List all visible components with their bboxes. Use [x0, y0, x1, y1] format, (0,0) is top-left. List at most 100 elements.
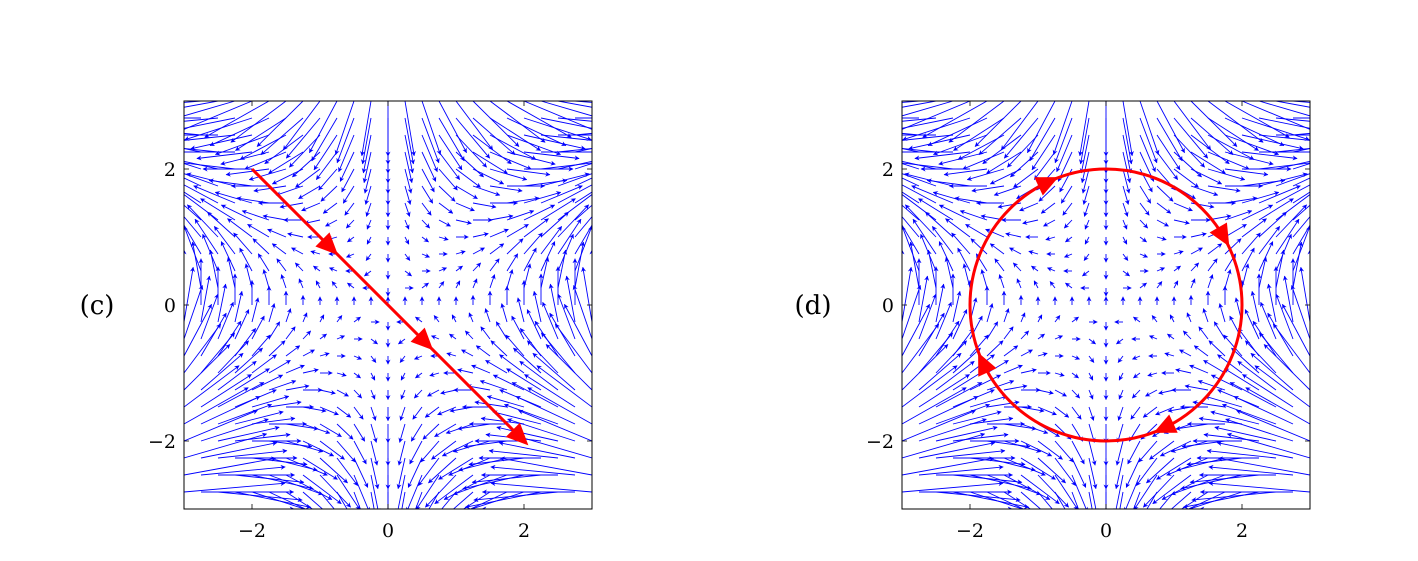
field-arrow — [944, 256, 954, 289]
field-arrow — [217, 403, 273, 425]
field-arrow — [320, 185, 338, 202]
field-arrow — [1210, 374, 1243, 391]
field-arrow — [1224, 101, 1290, 138]
field-arrow — [1151, 315, 1158, 323]
field-arrow — [1118, 372, 1124, 381]
field-arrow — [1190, 168, 1223, 185]
field-arrow — [1190, 232, 1207, 238]
field-arrow — [455, 101, 494, 151]
field-arrow — [315, 151, 338, 180]
field-arrow — [1275, 184, 1310, 204]
field-arrow — [523, 204, 556, 221]
field-arrow — [1003, 423, 1037, 431]
field-arrow — [1245, 387, 1310, 425]
field-arrow — [1210, 410, 1260, 425]
field-arrow — [918, 374, 970, 408]
field-arrow — [285, 457, 328, 476]
field-arrow — [540, 241, 556, 272]
field-arrow — [1003, 474, 1051, 500]
field-arrow — [406, 474, 423, 509]
field-arrow — [1175, 368, 1192, 374]
field-arrow — [404, 117, 416, 165]
field-arrow — [591, 219, 592, 220]
field-arrow — [919, 508, 925, 509]
field-arrow — [370, 406, 377, 421]
field-arrow — [302, 368, 319, 374]
field-arrow — [952, 290, 962, 323]
field-arrow — [184, 303, 212, 357]
panel-d: −2 0 2 −2 0 2 (d) — [795, 100, 1311, 542]
field-arrow — [1156, 236, 1167, 241]
field-arrow — [353, 474, 370, 509]
field-arrow — [184, 101, 253, 130]
field-arrow — [1122, 151, 1132, 184]
field-arrow — [1213, 321, 1226, 340]
field-arrow — [532, 352, 576, 391]
field-arrow — [918, 312, 945, 357]
field-arrow — [489, 243, 505, 255]
field-arrow — [523, 191, 562, 204]
field-arrow — [902, 147, 937, 153]
field-arrow — [366, 219, 372, 230]
field-arrow — [1216, 441, 1294, 459]
field-arrow — [336, 372, 347, 377]
field-arrow — [1258, 226, 1281, 255]
field-arrow — [360, 117, 372, 165]
field-arrow — [1088, 457, 1098, 490]
field-arrow — [1052, 101, 1073, 156]
field-arrow — [1282, 303, 1310, 357]
field-arrow — [1202, 308, 1209, 323]
field-arrow — [1207, 134, 1255, 160]
field-arrow — [202, 233, 219, 272]
field-arrow — [184, 253, 185, 254]
field-arrow — [1132, 355, 1141, 360]
field-arrow — [370, 474, 381, 509]
field-arrow — [526, 309, 542, 340]
field-arrow — [331, 281, 338, 289]
field-arrow — [404, 219, 410, 230]
field-arrow — [268, 379, 297, 391]
field-arrow — [309, 101, 338, 154]
field-arrow — [1156, 457, 1192, 480]
field-arrow — [1124, 474, 1141, 509]
field-arrow — [1258, 185, 1301, 204]
field-arrow — [214, 134, 270, 156]
field-arrow — [208, 178, 253, 187]
field-arrow — [1224, 269, 1232, 289]
field-arrow — [1020, 423, 1049, 435]
field-arrow — [1207, 117, 1259, 151]
field-arrow — [1203, 432, 1260, 442]
field-arrow — [499, 354, 525, 374]
field-arrow — [186, 172, 236, 187]
field-arrow — [1189, 364, 1209, 374]
field-arrow — [557, 173, 592, 187]
field-arrow — [455, 168, 481, 188]
field-arrow — [404, 134, 415, 174]
field-arrow — [918, 418, 987, 442]
field-arrow — [207, 211, 236, 238]
x-tick-label: −2 — [238, 520, 266, 542]
field-arrow — [404, 253, 411, 261]
field-arrow — [234, 347, 263, 374]
field-arrow — [424, 406, 440, 418]
field-arrow — [302, 349, 315, 357]
field-arrow — [1149, 440, 1175, 460]
field-arrow — [1133, 474, 1158, 509]
field-arrow — [268, 474, 324, 496]
field-arrow — [1054, 406, 1070, 418]
field-arrow — [1275, 293, 1294, 340]
field-arrow — [506, 151, 556, 166]
x-tick-label: 2 — [1236, 520, 1248, 542]
field-arrow — [1159, 491, 1175, 509]
field-arrow — [200, 198, 236, 221]
field-arrow — [1020, 474, 1060, 505]
field-arrow — [1088, 372, 1094, 381]
field-arrow — [421, 253, 430, 258]
field-arrow — [455, 250, 466, 255]
field-arrow — [441, 440, 474, 457]
field-arrow — [184, 163, 202, 170]
field-arrow — [455, 202, 475, 212]
field-arrow — [1258, 101, 1310, 117]
field-arrow — [1275, 191, 1310, 221]
field-arrow — [479, 379, 508, 391]
